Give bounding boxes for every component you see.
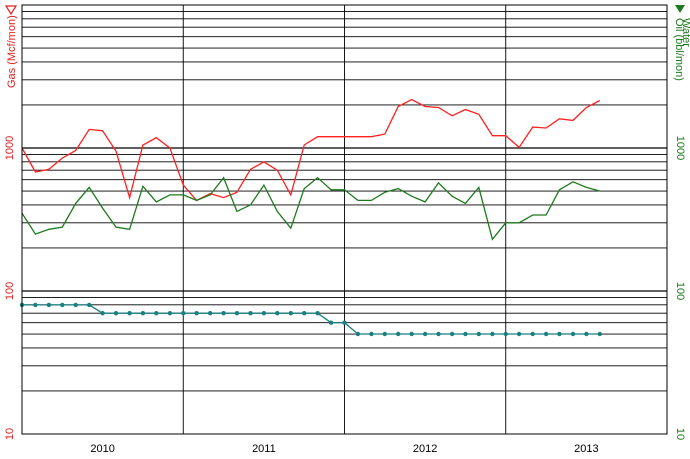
left-y-tick-label: 100	[4, 282, 16, 300]
right-axis-title-extra: Water	[680, 18, 690, 47]
water-data-point	[167, 311, 173, 316]
oil-legend-marker-icon	[675, 5, 685, 13]
water-data-point	[584, 331, 589, 337]
series-layer	[19, 98, 602, 337]
x-tick-label: 2013	[574, 443, 598, 455]
water-data-point	[60, 302, 65, 308]
water-data-point	[557, 331, 562, 337]
water-data-point	[100, 311, 105, 316]
water-data-point	[73, 302, 78, 308]
tick-labels: 10 10 100 100 1000 1000 2010 2011 2012 2013	[4, 136, 686, 455]
water-data-point	[261, 311, 267, 316]
right-y-tick-label: 100	[674, 282, 686, 300]
water-data-point	[302, 311, 307, 316]
water-data-point	[248, 311, 253, 316]
water-data-point	[328, 320, 334, 325]
left-y-tick-label: 1000	[4, 136, 16, 160]
water-data-point	[46, 302, 52, 308]
water-data-point	[113, 311, 119, 316]
right-y-tick-label: 1000	[674, 136, 686, 160]
gas-legend-marker-icon	[4, 5, 18, 16]
water-data-point	[490, 331, 495, 337]
oil-series-line	[21, 176, 600, 241]
gas-series-line	[21, 98, 601, 202]
right-axis-title: Oil (bbl/mon)	[673, 18, 685, 81]
water-data-point	[422, 331, 428, 337]
water-data-point	[315, 311, 320, 316]
water-data-point	[140, 311, 146, 316]
water-data-point	[33, 302, 38, 308]
water-data-point	[87, 302, 92, 308]
water-data-point	[234, 311, 240, 316]
water-data-point	[369, 331, 374, 337]
x-tick-label: 2010	[90, 443, 114, 455]
water-data-point	[503, 331, 508, 337]
water-data-point	[194, 311, 199, 316]
water-data-point	[288, 311, 293, 316]
water-data-point	[396, 331, 401, 337]
x-tick-label: 2012	[413, 443, 437, 455]
water-data-point	[409, 331, 414, 337]
water-data-point	[463, 331, 468, 337]
left-y-tick-label: 10	[4, 428, 16, 440]
plot-frame	[21, 4, 668, 435]
water-data-point	[181, 311, 186, 316]
water-data-point	[275, 311, 280, 316]
water-data-point	[154, 311, 159, 316]
water-data-point	[449, 331, 455, 337]
water-data-point	[543, 331, 549, 337]
water-data-point	[597, 331, 602, 337]
right-y-tick-label: 10	[674, 428, 686, 440]
water-data-point	[516, 331, 522, 337]
water-data-point	[342, 320, 347, 325]
water-data-point	[436, 331, 441, 337]
water-data-point	[476, 331, 481, 337]
water-series-line	[22, 304, 600, 335]
water-data-point	[208, 311, 213, 316]
water-data-point	[570, 331, 576, 337]
x-tick-label: 2011	[252, 443, 276, 455]
water-data-point	[355, 331, 361, 337]
water-data-point	[382, 331, 387, 337]
water-data-point	[221, 311, 226, 316]
left-axis-title: Gas (Mcf/mon)	[6, 15, 18, 88]
water-data-point	[530, 331, 535, 337]
water-data-point	[127, 311, 132, 316]
